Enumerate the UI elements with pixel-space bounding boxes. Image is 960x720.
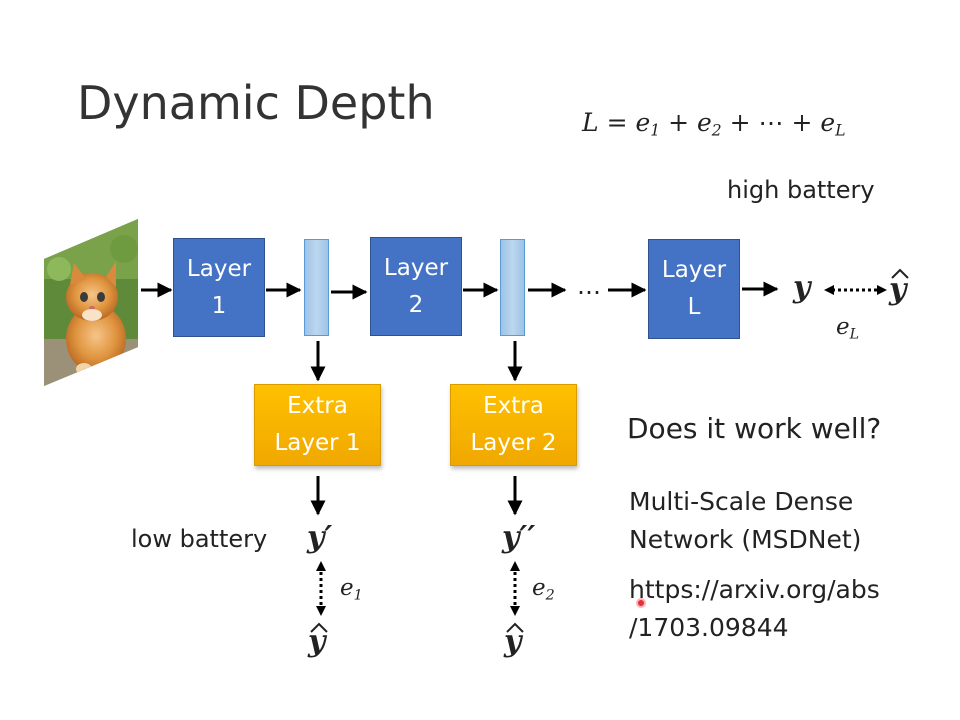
error-e-1: e1 [340, 575, 363, 604]
extra-layer-2-line2: Layer 2 [470, 430, 557, 456]
intermediate-block-2 [500, 239, 525, 336]
layer-2-box: Layer 2 [370, 237, 462, 336]
layer-L-label: Layer [661, 257, 727, 283]
slide-title: Dynamic Depth [77, 76, 435, 130]
reference-line-2: Network (MSDNet) [629, 525, 862, 554]
formula-ellipsis: ⋯ [758, 108, 784, 137]
target-y-hat-main: y [889, 272, 907, 307]
layer-1-number: 1 [211, 292, 227, 319]
output-y: y [793, 270, 811, 305]
output-y-double-prime: y′′ [502, 520, 536, 555]
extra-layer-2-box: Extra Layer 2 [450, 384, 577, 466]
layer-2-number: 2 [408, 291, 424, 318]
reference-url-line-2[interactable]: /1703.09844 [629, 613, 789, 642]
formula-lhs: L [582, 108, 599, 137]
extra-layer-1-line1: Extra [287, 393, 348, 419]
target-y-hat-2: y [504, 624, 522, 659]
laser-pointer-cursor [636, 598, 646, 608]
layer-L-number: L [687, 294, 701, 320]
error-e-L: eL [836, 314, 860, 343]
high-battery-label: high battery [727, 176, 875, 204]
extra-layer-1-box: Extra Layer 1 [254, 384, 381, 466]
layer-2-label: Layer [383, 254, 449, 281]
layer-1-label: Layer [186, 255, 252, 282]
extra-layer-1-line2: Layer 1 [274, 430, 361, 456]
reference-url-line-1[interactable]: https://arxiv.org/abs [629, 575, 880, 604]
formula-term-1: e1 [635, 108, 661, 140]
layer-1-box: Layer 1 [173, 238, 265, 337]
target-y-hat-1: y [308, 624, 326, 659]
low-battery-label: low battery [131, 525, 268, 553]
extra-layer-2-line1: Extra [483, 393, 544, 419]
output-y-prime: y′ [307, 520, 333, 555]
reference-line-1: Multi-Scale Dense [629, 487, 854, 516]
loss-formula: L = e1 + e2 + ⋯ + eL [582, 108, 846, 140]
intermediate-block-1 [304, 239, 329, 336]
formula-term-L: eL [820, 108, 846, 140]
layers-ellipsis: … [577, 272, 601, 300]
layer-L-box: Layer L [648, 239, 740, 339]
formula-term-2: e2 [697, 108, 722, 140]
error-e-2: e2 [532, 575, 555, 604]
kitten-image [44, 219, 138, 386]
question-text: Does it work well? [627, 412, 882, 445]
